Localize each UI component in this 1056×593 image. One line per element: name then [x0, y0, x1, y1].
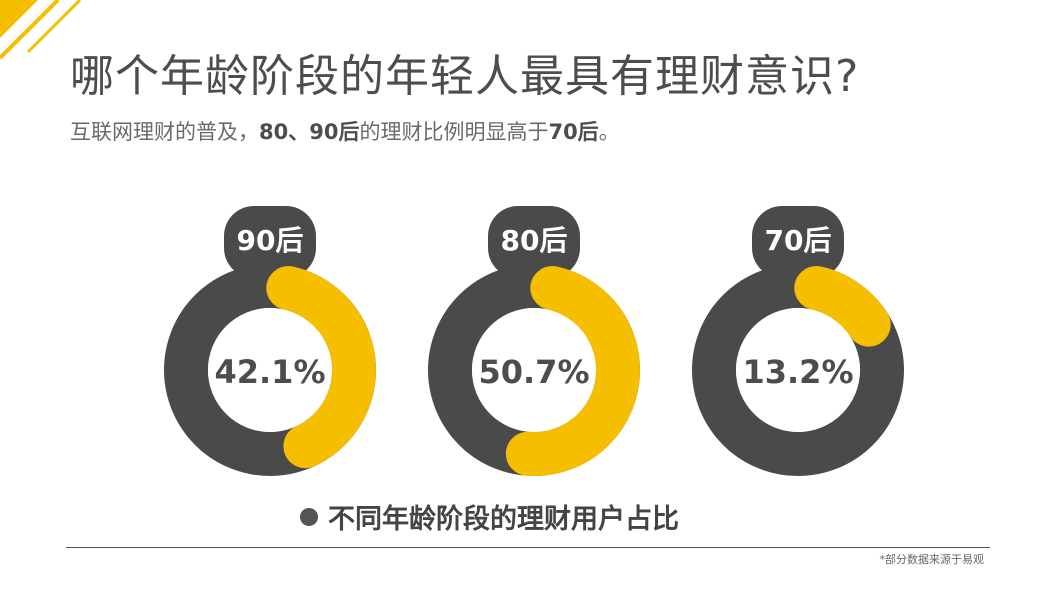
source-note: *部分数据来源于易观	[879, 553, 985, 566]
donut-value-label: 50.7%	[478, 353, 589, 391]
corner-decoration	[0, 0, 82, 60]
donut-hole	[472, 308, 596, 432]
donut-value-label: 42.1%	[214, 353, 325, 391]
subtitle-highlight: 80、90后	[259, 120, 360, 144]
donut-hole	[736, 308, 860, 432]
divider	[66, 547, 990, 548]
page-title: 哪个年龄阶段的年轻人最具有理财意识?	[70, 51, 860, 102]
donut-value-arc	[794, 266, 891, 347]
page-subtitle: 互联网理财的普及，80、90后的理财比例明显高于70后。	[70, 116, 620, 146]
category-tab	[488, 206, 580, 278]
subtitle-part: 。	[598, 120, 620, 144]
donut-value-arc	[505, 266, 640, 476]
category-tab	[224, 206, 316, 278]
subtitle-part: 的理财比例明显高于	[359, 120, 549, 144]
legend-label: 不同年龄阶段的理财用户占比	[328, 504, 679, 535]
category-tab	[752, 206, 844, 278]
chart-legend: 不同年龄阶段的理财用户占比	[300, 497, 679, 536]
category-label: 70后	[765, 224, 832, 257]
category-label: 80后	[501, 224, 568, 257]
donut-value-label: 13.2%	[742, 353, 853, 391]
subtitle-part: 互联网理财的普及，	[70, 120, 259, 144]
donut-hole	[208, 308, 332, 432]
donut-value-arc	[266, 266, 376, 469]
category-label: 90后	[237, 224, 304, 257]
subtitle-highlight: 70后	[548, 120, 599, 144]
legend-dot-icon	[300, 507, 318, 526]
